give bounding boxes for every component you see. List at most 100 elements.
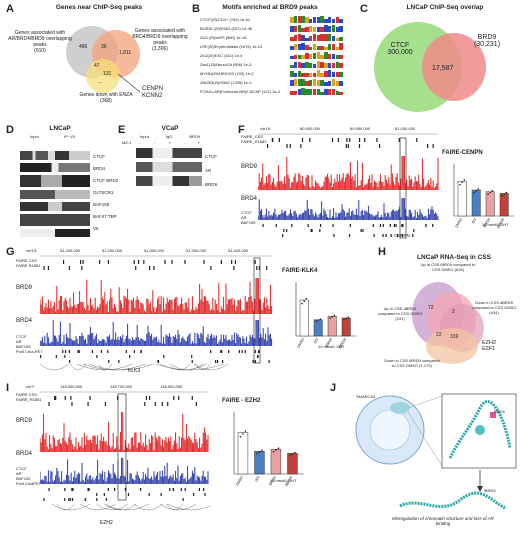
motif-logo-icon [290, 34, 345, 41]
feature-tick [241, 350, 243, 353]
feature-tick [220, 260, 222, 264]
feature-tick [373, 234, 375, 237]
blot-e [136, 148, 202, 186]
feature-tick [275, 224, 277, 227]
blot-band [136, 148, 202, 158]
track-g-tick: 51,400,000 [228, 248, 249, 253]
feature-tick [69, 360, 71, 363]
feature-tick [331, 138, 334, 142]
blot-band [20, 229, 90, 237]
track-g-tick: 51,350,000 [186, 248, 207, 253]
feature-tick [286, 229, 288, 232]
bar-point [461, 181, 463, 184]
motif-row: FOXA1:AR(Forkhead,NR)/LNCAP (121) 1e-2 [200, 87, 350, 96]
feature-tick [68, 266, 71, 270]
feature-tick [345, 144, 347, 148]
venn-h-set2-label: Up in CSS dBRD9 compared to CSS DMSO (23… [377, 306, 423, 321]
venn-a-set3-label: Genes down with ENZA (368) [79, 92, 133, 104]
track-i-feature-marks [43, 488, 206, 501]
feature-tick [337, 138, 339, 142]
track-g-feature-marks [40, 350, 270, 363]
feature-tick [178, 396, 180, 400]
chiapet-arc [104, 503, 137, 511]
chiapet-arc [83, 363, 146, 371]
panel-c-venn [374, 22, 486, 112]
bar-i-chart: DMSO dCt iBRD9 dBRD9 [233, 412, 304, 487]
feature-tick [278, 138, 280, 142]
feature-tick [54, 396, 56, 400]
panel-b-label: B [192, 3, 200, 15]
bar-tick-label: dCt [471, 217, 477, 224]
feature-tick [256, 266, 258, 270]
venn-a-set1-label: Genes associated with AR/BRD4/BRD9 overl… [8, 30, 72, 54]
chiapet-arc [193, 363, 228, 371]
bar-tick-label: iBRD9 [325, 337, 334, 348]
track-g-tick: 51,250,000 [102, 248, 123, 253]
feature-tick [262, 224, 264, 227]
feature-tick [347, 144, 349, 148]
chiapet-arc [166, 503, 183, 511]
bar-point [291, 453, 294, 455]
bar-point [477, 188, 480, 190]
feature-tick [376, 138, 378, 142]
chromatin-loop-icon [448, 400, 512, 459]
feature-tick [390, 234, 392, 237]
feature-tick [432, 144, 434, 148]
feature-tick [70, 396, 72, 400]
chiapet-arc [156, 363, 224, 371]
motif-row: BORIS (Zf)/K562 (621) 1e-46 [200, 24, 350, 33]
venn-a-region-3: 1,811 [119, 50, 132, 56]
feature-tick [379, 224, 382, 227]
bar-dct [471, 189, 481, 217]
track-i-chrom: chr7: [26, 384, 35, 389]
bar-point [475, 189, 477, 192]
diagram-label-ibrd9: iBRD9 [484, 488, 496, 493]
feature-tick [319, 224, 322, 227]
feature-tick [69, 498, 72, 501]
feature-tick [78, 350, 80, 353]
feature-tick [145, 396, 148, 400]
feature-tick [358, 138, 361, 142]
bar-dct [313, 319, 323, 337]
feature-tick [64, 350, 67, 353]
chiapet-arc [96, 503, 128, 511]
feature-tick [267, 144, 269, 148]
panel-a-venn [66, 26, 141, 93]
feature-tick [378, 144, 381, 148]
track-i-tick: 148,700,000 [110, 384, 133, 389]
nucleus-inner-icon [369, 409, 411, 451]
feature-tick [291, 224, 293, 227]
venn-a-region-2: 36 [101, 44, 107, 50]
bar-point [275, 449, 277, 451]
baf-complex-icon [475, 425, 485, 435]
feature-tick [184, 488, 186, 491]
feature-tick [114, 488, 116, 491]
feature-tick [283, 229, 285, 232]
brd9-icon [490, 412, 496, 418]
venn-h-set4 [426, 328, 478, 364]
motif-row: MYNN(Zf)/HEK293 (193) 1e-2 [200, 69, 350, 78]
feature-tick [153, 266, 155, 270]
bar-i-title: FAIRE - EZH2 [222, 398, 261, 404]
venn-a-region-5: 131 [103, 71, 112, 77]
feature-tick [107, 488, 109, 491]
venn-h-region-4: 319 [450, 334, 459, 340]
feature-tick [398, 138, 400, 142]
bar-i-treatment: 10 nmol/L DHT [270, 478, 297, 483]
chiapet-arc [51, 503, 90, 511]
feature-tick [257, 350, 260, 353]
bar-point [294, 451, 296, 454]
feature-tick [307, 224, 309, 227]
chiapet-arc [170, 363, 203, 371]
feature-tick [282, 234, 284, 237]
chiapet-arc [160, 363, 207, 371]
diagram-label-smarca4: SMARCA4 [356, 394, 376, 399]
bar-point [329, 317, 331, 319]
panel-j-diagram [355, 393, 517, 510]
feature-tick [191, 355, 193, 358]
feature-tick [77, 350, 79, 353]
motif-logo-icon [290, 52, 345, 59]
chiapet-arc [133, 503, 163, 511]
bar-tick-label: iBRD9 [268, 475, 277, 486]
feature-tick [149, 396, 151, 400]
